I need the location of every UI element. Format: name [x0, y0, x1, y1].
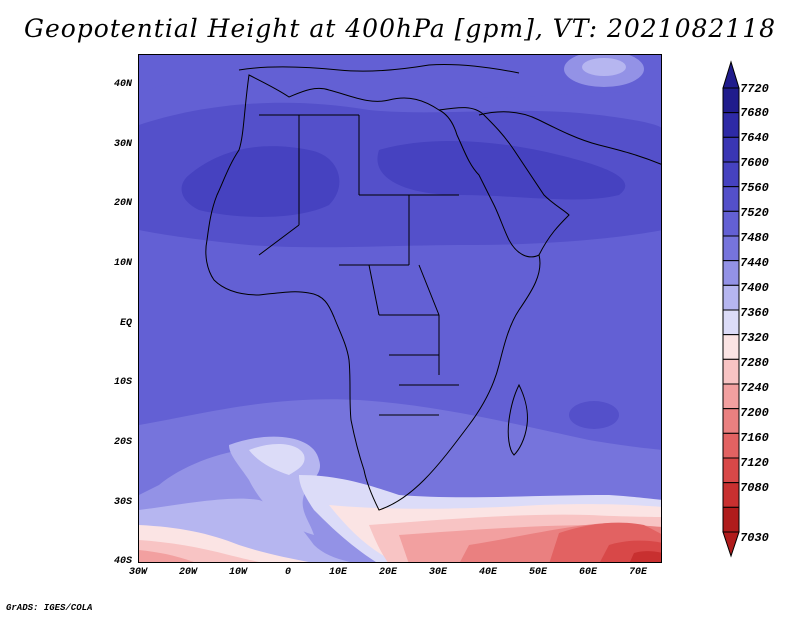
colorbar-bottom-arrow	[722, 531, 740, 558]
field-trough-lightest	[249, 443, 305, 475]
colorbar-swatch	[722, 506, 740, 533]
lon-label-70e: 70E	[628, 567, 647, 578]
lat-label-30s: 30S	[113, 497, 132, 508]
colorbar-level-label: 7160	[740, 431, 769, 445]
colorbar-level-label: 7080	[740, 481, 769, 495]
mediterranean-north-coast	[238, 63, 520, 74]
lon-label-10e: 10E	[328, 567, 347, 578]
lon-label-20w: 20W	[178, 567, 197, 578]
field-blob-io	[569, 401, 619, 429]
colorbar-level-label: 7400	[740, 281, 769, 295]
lon-label-0: 0	[284, 567, 291, 578]
colorbar-swatch	[722, 334, 740, 360]
map-plot-area	[138, 54, 662, 563]
colorbar-level-label: 7680	[740, 106, 769, 120]
lon-label-40e: 40E	[478, 567, 497, 578]
field-core-east	[377, 140, 626, 200]
lat-label-20n: 20N	[113, 198, 132, 209]
lon-label-30w: 30W	[128, 567, 147, 578]
coastlines	[205, 63, 661, 511]
colorbar-swatch	[722, 136, 740, 163]
colorbar-swatch	[722, 87, 740, 114]
colorbar-swatch	[722, 432, 740, 459]
colorbar-level-label: 7480	[740, 231, 769, 245]
field-band-7240-w	[139, 550, 194, 562]
country-borders	[258, 114, 459, 416]
lon-label-10w: 10W	[228, 567, 247, 578]
colorbar-swatch	[722, 186, 740, 212]
colorbar-swatch	[722, 161, 740, 188]
field-band-7080	[629, 551, 661, 562]
colorbar-level-label: 7200	[740, 406, 769, 420]
colorbar-level-label: 7240	[740, 381, 769, 395]
lat-label-10s: 10S	[113, 377, 132, 388]
colorbar-swatch	[722, 383, 740, 410]
colorbar-level-label: 7030	[740, 531, 769, 545]
colorbar-level-label: 7280	[740, 356, 769, 370]
colorbar-level-label: 7320	[740, 331, 769, 345]
lon-label-30e: 30E	[428, 567, 447, 578]
lat-label-eq: EQ	[119, 318, 132, 329]
colorbar-swatch	[722, 408, 740, 434]
colorbar-swatch	[722, 482, 740, 508]
colorbar-level-label: 7520	[740, 206, 769, 220]
madagascar-coast	[507, 383, 528, 456]
colorbar-swatch	[722, 112, 740, 138]
colorbar-swatch	[722, 457, 740, 484]
colorbar-level-label: 7720	[740, 82, 769, 96]
map-title: Geopotential Height at 400hPa [gpm], VT:…	[23, 14, 777, 43]
field-high-ne-core	[582, 58, 626, 76]
colorbar-swatch	[722, 309, 740, 336]
geopotential-field-map	[139, 55, 661, 562]
colorbar-swatch	[722, 235, 740, 262]
colorbar-swatch	[722, 210, 740, 237]
red-sea-coast	[438, 107, 570, 256]
colorbar-level-label: 7600	[740, 156, 769, 170]
lon-label-20e: 20E	[378, 567, 397, 578]
lon-label-60e: 60E	[578, 567, 597, 578]
lat-label-40n: 40N	[113, 79, 132, 90]
lat-label-30n: 30N	[113, 139, 132, 150]
africa-coastline	[205, 74, 541, 511]
lat-label-40s: 40S	[113, 556, 132, 567]
colorbar-level-label: 7640	[740, 131, 769, 145]
lat-label-10n: 10N	[113, 258, 132, 269]
arabia-coast	[478, 111, 661, 165]
colorbar-swatch	[722, 358, 740, 385]
colorbar-swatch	[722, 284, 740, 311]
colorbar-top-arrow	[722, 60, 740, 89]
colorbar-swatch	[722, 260, 740, 286]
colorbar-level-label: 7120	[740, 456, 769, 470]
grads-credit: GrADS: IGES/COLA	[6, 603, 93, 613]
colorbar-level-label: 7360	[740, 306, 769, 320]
colorbar-level-label: 7560	[740, 181, 769, 195]
lat-label-20s: 20S	[113, 437, 132, 448]
colorbar-level-label: 7440	[740, 256, 769, 270]
field-north	[139, 55, 661, 98]
lon-label-50e: 50E	[528, 567, 547, 578]
field-core-west	[181, 146, 340, 217]
